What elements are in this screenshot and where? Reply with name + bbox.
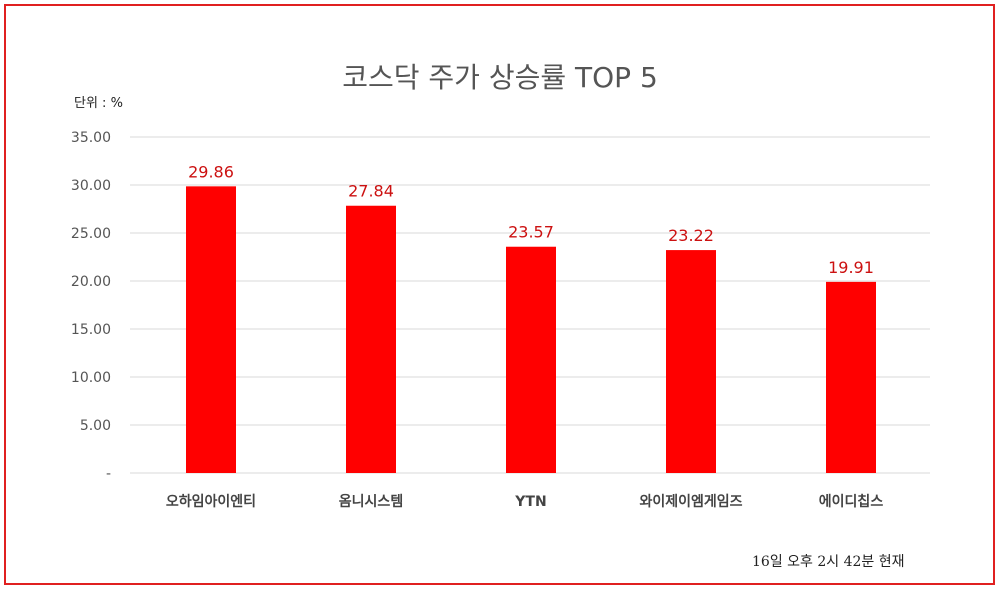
footnote: 16일 오후 2시 42분 현재 <box>752 554 905 570</box>
y-tick-label: 35.00 <box>71 130 111 146</box>
y-tick-label: 30.00 <box>71 178 111 194</box>
x-tick-label: YTN <box>514 494 546 510</box>
data-label: 23.22 <box>668 226 714 245</box>
x-tick-label: 오하임아이엔티 <box>166 493 256 510</box>
y-tick-label: 25.00 <box>71 226 111 242</box>
data-label: 29.86 <box>188 162 234 181</box>
unit-label: 단위 : % <box>74 96 123 111</box>
data-label: 27.84 <box>348 182 394 201</box>
data-label: 23.57 <box>508 223 554 242</box>
bar <box>346 205 396 473</box>
bar <box>666 250 716 473</box>
x-tick-label: 옴니시스템 <box>339 493 403 510</box>
bar <box>826 281 876 473</box>
y-tick-label: 10.00 <box>71 370 111 386</box>
bar <box>186 186 236 473</box>
y-tick-label: 20.00 <box>71 274 111 290</box>
x-tick-label: 에이디칩스 <box>819 493 884 510</box>
bar <box>506 246 556 473</box>
y-tick-label: - <box>106 466 111 482</box>
data-label: 19.91 <box>828 258 874 277</box>
y-tick-label: 15.00 <box>71 322 111 338</box>
y-tick-label: 5.00 <box>80 418 111 434</box>
chart-title: 코스닥 주가 상승률 TOP 5 <box>342 61 658 94</box>
x-tick-label: 와이제이엠게임즈 <box>639 493 742 510</box>
